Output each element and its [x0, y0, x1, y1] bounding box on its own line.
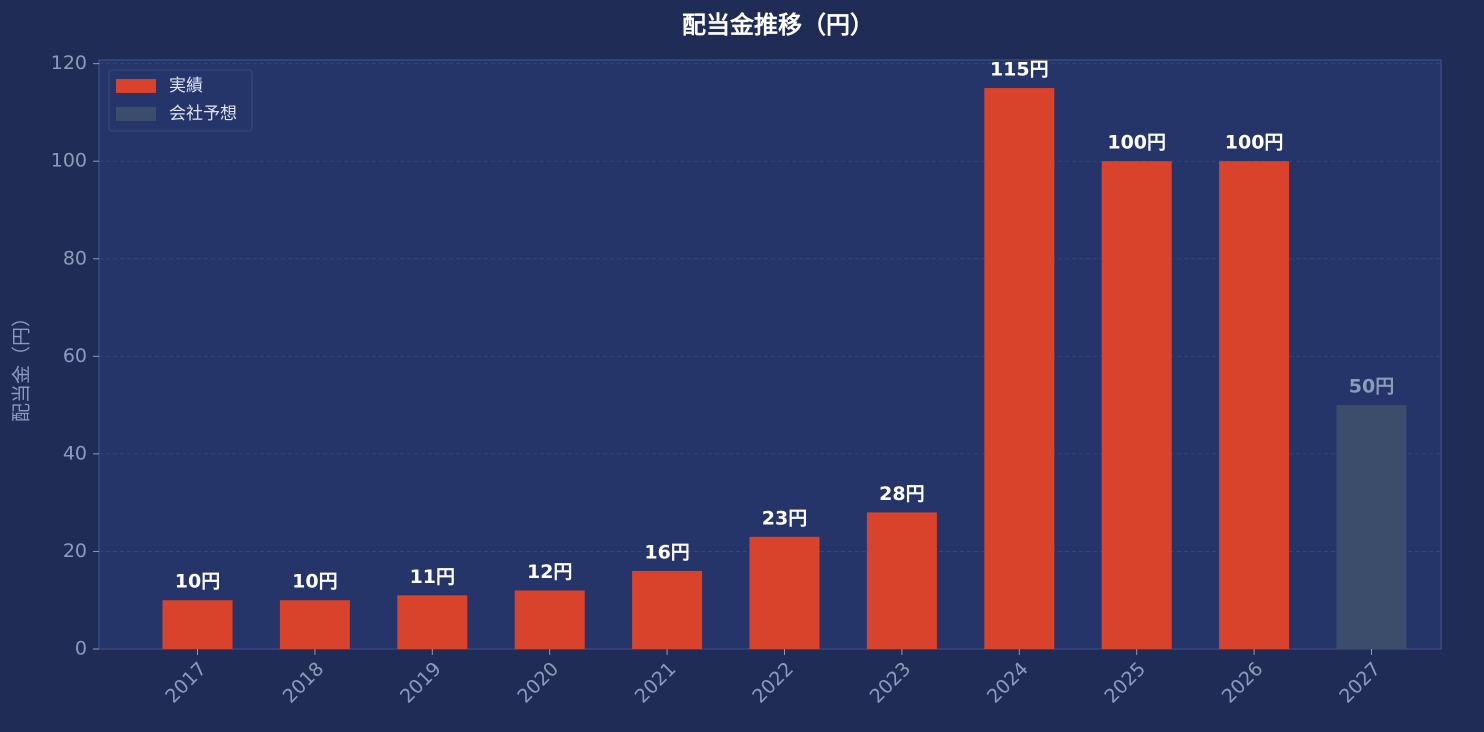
bar — [632, 570, 703, 649]
y-axis-label: 配当金（円） — [11, 308, 33, 422]
value-label: 100円 — [1107, 132, 1166, 154]
value-label: 10円 — [292, 571, 337, 593]
y-tick-label: 0 — [75, 638, 87, 660]
y-tick-label: 20 — [63, 540, 87, 562]
value-label: 50円 — [1349, 376, 1394, 398]
value-label: 23円 — [762, 507, 807, 529]
y-tick-label: 80 — [63, 247, 87, 269]
legend-label: 実績 — [169, 76, 203, 96]
bar — [984, 88, 1055, 650]
bar — [1219, 161, 1290, 649]
y-tick-label: 40 — [63, 442, 87, 464]
chart-title: 配当金推移（円） — [682, 11, 874, 39]
bar — [749, 536, 820, 649]
y-tick-label: 100 — [51, 150, 87, 172]
y-tick-label: 60 — [63, 345, 87, 367]
bar — [397, 595, 468, 649]
bar — [866, 512, 937, 649]
legend-swatch — [116, 79, 156, 93]
value-label: 28円 — [879, 483, 924, 505]
bar — [1101, 161, 1172, 649]
value-label: 16円 — [644, 541, 689, 563]
bar — [279, 600, 350, 649]
legend-label: 会社予想 — [169, 104, 237, 124]
bar — [514, 590, 585, 649]
bar — [1336, 405, 1407, 649]
value-label: 12円 — [527, 561, 572, 583]
value-label: 11円 — [410, 566, 455, 588]
value-label: 100円 — [1225, 132, 1284, 154]
y-tick-label: 120 — [51, 52, 87, 74]
bar — [162, 600, 233, 649]
value-label: 10円 — [175, 571, 220, 593]
value-label: 115円 — [990, 59, 1049, 81]
legend-swatch — [116, 107, 156, 121]
